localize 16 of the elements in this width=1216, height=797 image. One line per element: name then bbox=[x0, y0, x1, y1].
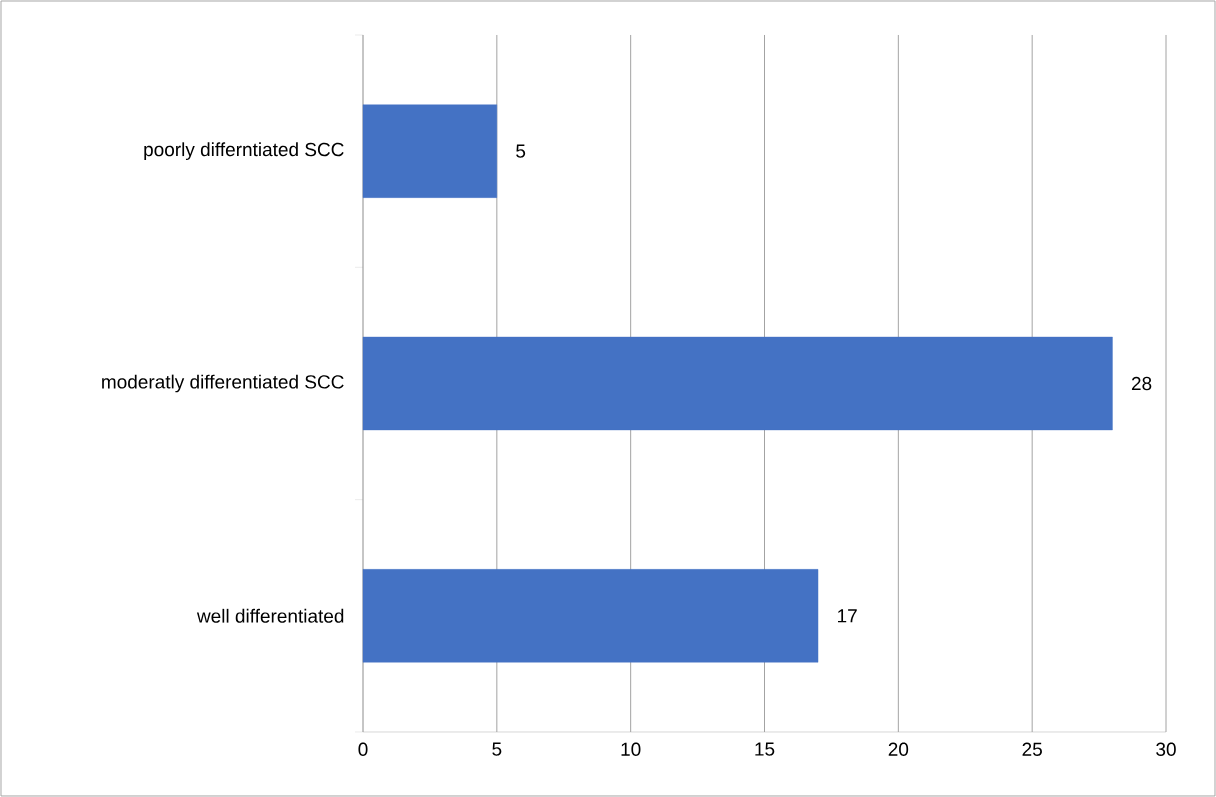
y-tick-label: well differentiated bbox=[196, 608, 344, 623]
y-tick-label: moderatly differentiated SCC bbox=[102, 374, 344, 393]
x-tick-label: 0 bbox=[358, 742, 368, 756]
y-tick-label: poorly differntiated SCC bbox=[144, 142, 344, 161]
x-tick-label: 30 bbox=[1156, 742, 1176, 756]
data-label: 5 bbox=[516, 144, 526, 158]
bar bbox=[362, 336, 1113, 431]
bar bbox=[362, 569, 819, 663]
x-tick-label: 5 bbox=[492, 742, 502, 756]
x-tick-label: 20 bbox=[888, 742, 909, 756]
data-label: 28 bbox=[1131, 376, 1152, 391]
x-tick-label: 15 bbox=[755, 742, 775, 756]
x-tick-label: 25 bbox=[1022, 742, 1042, 756]
x-tick-label: 10 bbox=[621, 742, 641, 756]
bar bbox=[362, 104, 498, 198]
data-label: 17 bbox=[838, 609, 857, 623]
